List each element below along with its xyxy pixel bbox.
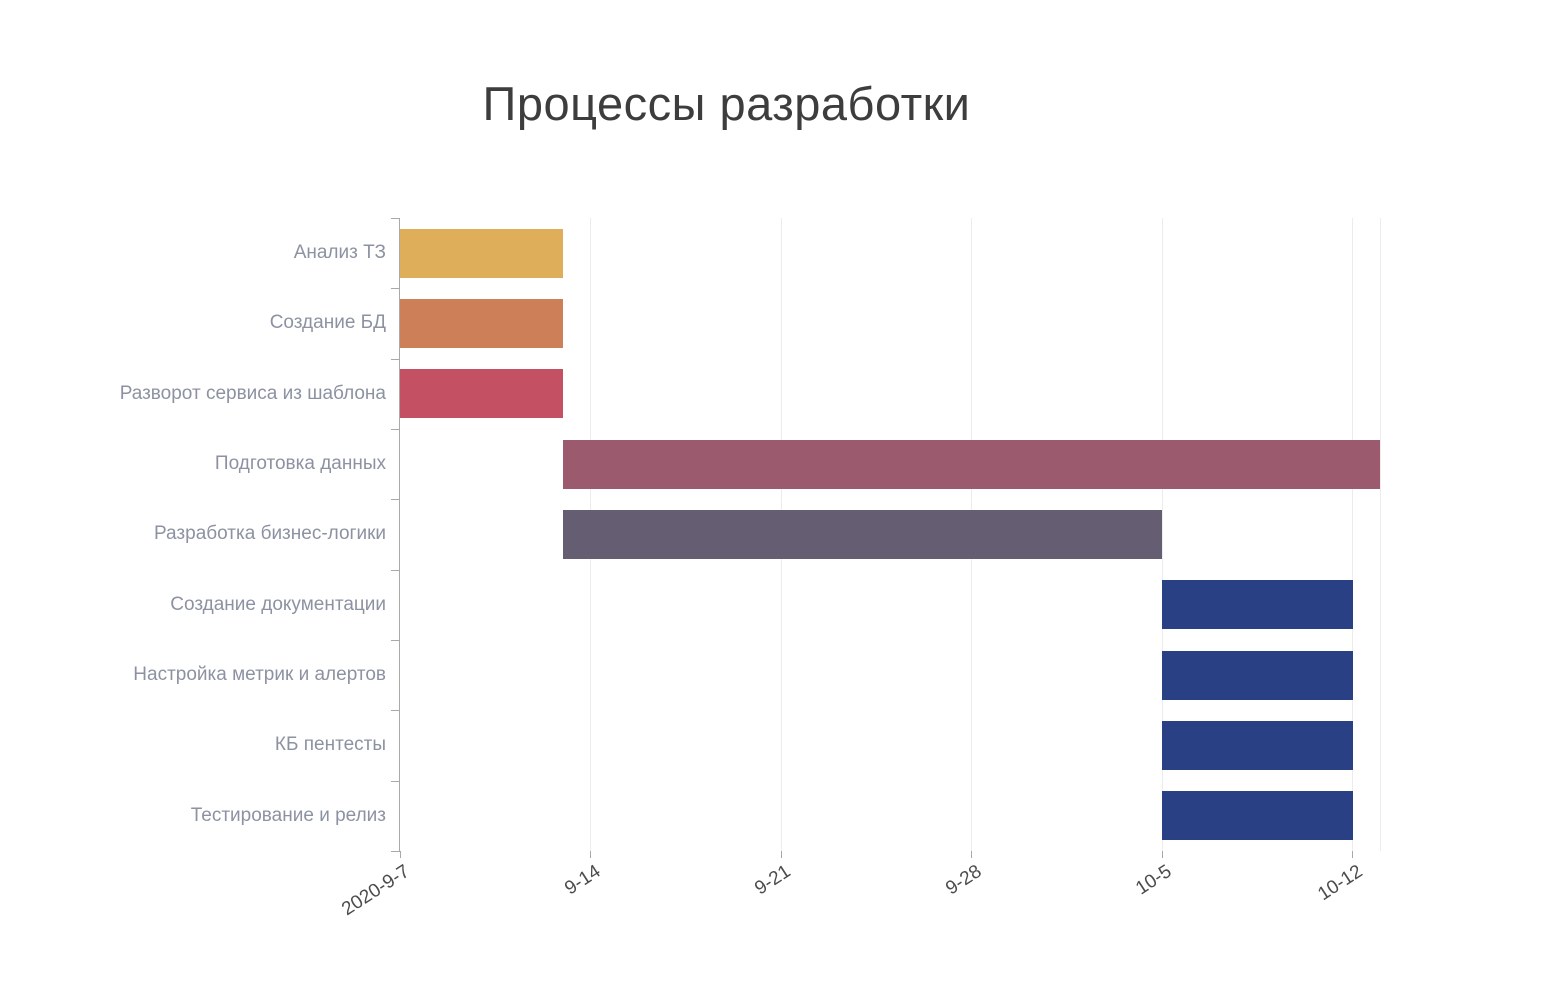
x-axis-tick bbox=[971, 851, 973, 858]
x-axis-label: 10-12 bbox=[1313, 861, 1367, 906]
y-axis-label: Тестирование и релиз bbox=[190, 804, 386, 826]
gantt-bar bbox=[563, 510, 1163, 559]
y-axis-tick bbox=[391, 569, 399, 571]
gantt-bar bbox=[563, 439, 1380, 489]
gantt-bar bbox=[400, 228, 564, 278]
y-axis-line bbox=[399, 218, 400, 852]
y-axis-tick bbox=[391, 710, 399, 712]
y-axis-tick bbox=[391, 288, 399, 290]
y-axis-label: Настройка метрик и алертов bbox=[133, 664, 386, 686]
x-axis-label: 9-14 bbox=[560, 861, 604, 900]
gridline bbox=[1161, 218, 1163, 851]
y-axis-tick bbox=[391, 780, 399, 782]
gantt-bar bbox=[400, 369, 564, 419]
x-axis-tick bbox=[590, 851, 592, 858]
x-axis-label: 9-28 bbox=[941, 861, 986, 900]
gantt-bar bbox=[1162, 791, 1353, 841]
y-axis-label: КБ пентесты bbox=[274, 734, 386, 756]
x-axis-tick bbox=[780, 851, 782, 858]
x-axis-label: 10-5 bbox=[1132, 861, 1176, 900]
gantt-bar bbox=[1162, 650, 1353, 700]
y-axis-label: Подготовка данных bbox=[214, 453, 386, 475]
y-axis-tick bbox=[391, 851, 399, 852]
y-axis-tick bbox=[391, 218, 399, 219]
y-axis-tick bbox=[391, 499, 399, 501]
gridline bbox=[1352, 218, 1354, 851]
x-axis-label: 9-21 bbox=[751, 861, 795, 900]
gridline bbox=[1379, 218, 1381, 851]
x-axis-label: 2020-9-7 bbox=[338, 861, 414, 921]
y-axis-label: Анализ ТЗ bbox=[293, 242, 386, 264]
y-axis-tick bbox=[391, 429, 399, 430]
gantt-bar bbox=[1162, 721, 1353, 770]
y-axis-label: Создание документации bbox=[170, 593, 386, 615]
gantt-bar bbox=[1162, 580, 1353, 630]
y-axis-tick bbox=[391, 640, 399, 641]
y-axis-label: Создание БД bbox=[269, 312, 386, 334]
x-axis-tick bbox=[1161, 851, 1163, 858]
y-axis-label: Разработка бизнес-логики bbox=[154, 523, 386, 545]
chart-title: Процессы разработки bbox=[482, 77, 971, 130]
x-axis-tick bbox=[1352, 851, 1354, 858]
gantt-bar bbox=[400, 299, 564, 348]
y-axis-tick bbox=[391, 358, 399, 360]
y-axis-label: Разворот сервиса из шаблона bbox=[119, 382, 386, 404]
x-axis-tick bbox=[399, 851, 401, 858]
